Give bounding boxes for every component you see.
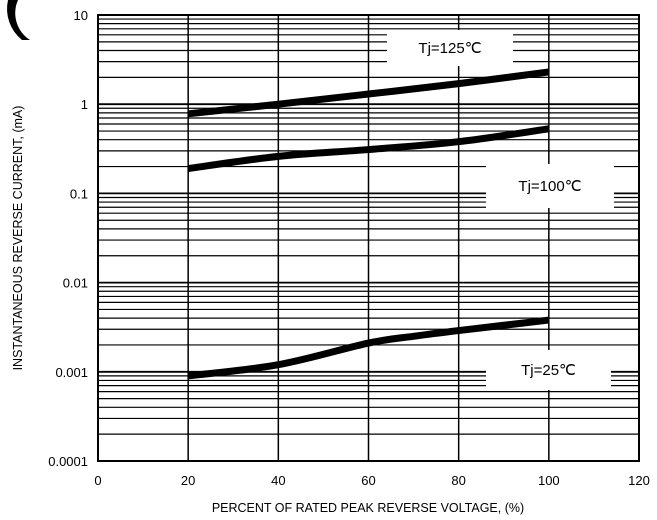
corner-arc-decoration [7, 0, 30, 40]
label-box [486, 164, 614, 208]
x-tick-label: 100 [538, 473, 560, 488]
y-axis-label: INSTANTANEOUS REVERSE CURRENT, (mA) [11, 106, 25, 371]
x-tick-label: 120 [628, 473, 650, 488]
y-tick-label: 0.0001 [48, 454, 88, 469]
label-tj-125c: Tj=125℃ [418, 40, 481, 57]
plot-frame [97, 14, 640, 462]
curve-tj-100c [187, 125, 550, 173]
curve-labels: Tj=125℃ Tj=100℃ Tj=25℃ [387, 30, 614, 390]
label-tj-100c: Tj=100℃ [518, 178, 581, 195]
x-tick-label: 60 [361, 473, 375, 488]
curve-tj-125c [187, 68, 550, 118]
x-tick-label: 40 [271, 473, 285, 488]
y-tick-label: 10 [74, 8, 88, 23]
curve-tj-25c [187, 316, 550, 380]
label-box [387, 30, 513, 66]
label-tj-25c: Tj=25℃ [521, 362, 576, 379]
x-tick-label: 80 [451, 473, 465, 488]
grid [98, 15, 639, 462]
y-tick-label: 0.1 [70, 186, 88, 201]
x-tick-label: 0 [94, 473, 101, 488]
tick-labels: 0 20 40 60 80 100 120 0.0001 0.001 0.01 0.1 1 10 [48, 8, 650, 488]
curves [187, 68, 550, 380]
x-tick-label: 20 [181, 473, 195, 488]
x-axis-label: PERCENT OF RATED PEAK REVERSE VOLTAGE, (… [212, 501, 524, 515]
y-tick-label: 0.01 [63, 276, 88, 291]
y-tick-label: 0.001 [55, 365, 88, 380]
label-box [486, 350, 611, 390]
y-tick-label: 1 [81, 97, 88, 112]
